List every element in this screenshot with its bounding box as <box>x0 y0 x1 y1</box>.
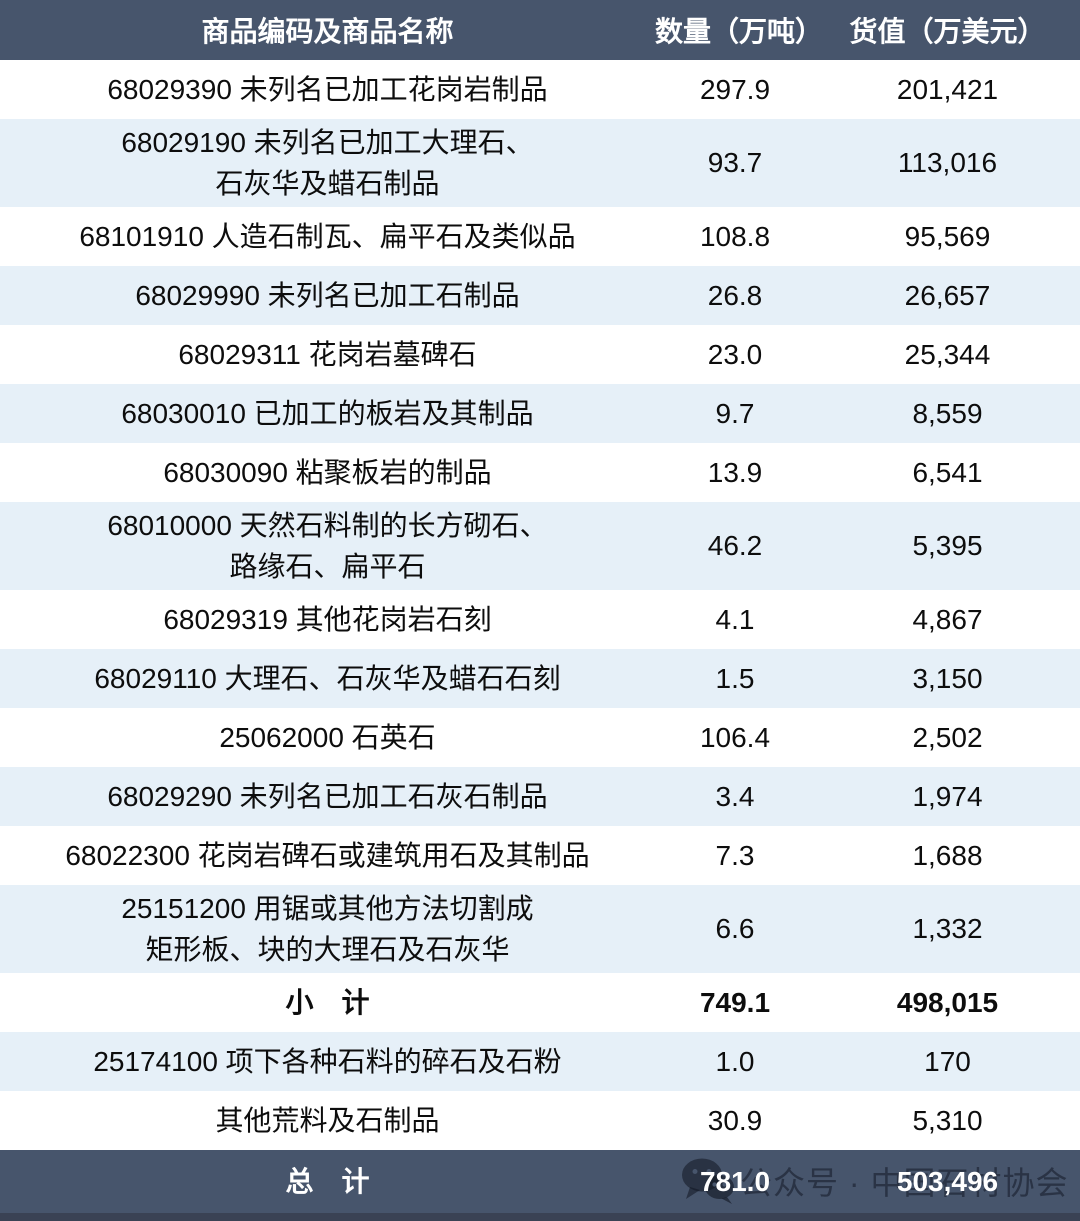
cell-value: 1,688 <box>912 839 983 871</box>
cell-quantity: 106.4 <box>699 721 771 753</box>
cell-quantity: 749.1 <box>699 986 771 1018</box>
table-row: 25062000 石英石 106.4 2,502 <box>0 708 1080 767</box>
cell-product-name: 68029110 大理石、石灰华及蜡石石刻 <box>94 663 561 694</box>
cell-product-name: 68030090 粘聚板岩的制品 <box>163 457 492 488</box>
table-row: 68029290 未列名已加工石灰石制品 3.4 1,974 <box>0 767 1080 826</box>
cell-quantity: 1.5 <box>715 662 755 694</box>
table-bottom-edge <box>0 1213 1080 1221</box>
wechat-icon <box>681 1158 735 1204</box>
cell-value: 8,559 <box>912 397 983 429</box>
cell-product-name: 68029390 未列名已加工花岗岩制品 <box>107 74 548 105</box>
cell-quantity: 781.0 <box>699 1165 771 1197</box>
table-row: 68022300 花岗岩碑石或建筑用石及其制品 7.3 1,688 <box>0 826 1080 885</box>
table-row: 68029990 未列名已加工石制品 26.8 26,657 <box>0 266 1080 325</box>
table-header-row: 商品编码及商品名称 数量（万吨） 货值（万美元） <box>0 0 1080 60</box>
cell-product-name: 68030010 已加工的板岩及其制品 <box>121 398 534 429</box>
table-row: 小 计 749.1 498,015 <box>0 973 1080 1032</box>
col-header-value: 货值（万美元） <box>849 16 1046 47</box>
cell-product-name: 小 计 <box>285 987 370 1018</box>
col-header-quantity: 数量（万吨） <box>655 16 824 47</box>
cell-value: 3,150 <box>912 662 983 694</box>
cell-value: 498,015 <box>896 986 999 1018</box>
cell-value: 5,395 <box>912 530 983 561</box>
cell-value: 25,344 <box>904 338 991 370</box>
cell-value: 26,657 <box>904 279 991 311</box>
cell-value: 170 <box>924 1045 971 1077</box>
table-row: 68029190 未列名已加工大理石、 石灰华及蜡石制品 93.7 113,016 <box>0 119 1080 207</box>
cell-quantity: 30.9 <box>707 1104 763 1136</box>
table-row: 总 计 781.0 503,496 <box>0 1150 1080 1213</box>
cell-quantity: 93.7 <box>707 147 763 178</box>
cell-value: 1,974 <box>912 780 983 812</box>
cell-product-name: 25151200 用锯或其他方法切割成 矩形板、块的大理石及石灰华 <box>121 893 534 965</box>
cell-quantity: 26.8 <box>707 279 763 311</box>
cell-quantity: 46.2 <box>707 530 763 561</box>
cell-product-name: 68029311 花岗岩墓碑石 <box>178 339 477 370</box>
cell-product-name: 68022300 花岗岩碑石或建筑用石及其制品 <box>65 840 590 871</box>
cell-product-name: 68029319 其他花岗岩石刻 <box>163 604 492 635</box>
table-row: 68029311 花岗岩墓碑石 23.0 25,344 <box>0 325 1080 384</box>
cell-value: 113,016 <box>897 147 998 178</box>
table-row: 68101910 人造石制瓦、扁平石及类似品 108.8 95,569 <box>0 207 1080 266</box>
cell-quantity: 23.0 <box>707 338 763 370</box>
table-row: 68029319 其他花岗岩石刻 4.1 4,867 <box>0 590 1080 649</box>
table-row: 其他荒料及石制品 30.9 5,310 <box>0 1091 1080 1150</box>
cell-quantity: 3.4 <box>715 780 755 812</box>
cell-value: 6,541 <box>912 456 983 488</box>
cell-product-name: 68029990 未列名已加工石制品 <box>135 280 520 311</box>
cell-product-name: 25174100 项下各种石料的碎石及石粉 <box>93 1046 562 1077</box>
table-row: 68029110 大理石、石灰华及蜡石石刻 1.5 3,150 <box>0 649 1080 708</box>
cell-quantity: 297.9 <box>699 73 771 105</box>
cell-product-name: 68029290 未列名已加工石灰石制品 <box>107 781 548 812</box>
cell-quantity: 1.0 <box>715 1045 755 1077</box>
cell-quantity: 13.9 <box>707 456 763 488</box>
table-body: 68029390 未列名已加工花岗岩制品 297.9 201,421 68029… <box>0 60 1080 1213</box>
col-header-product: 商品编码及商品名称 <box>201 16 454 47</box>
cell-quantity: 4.1 <box>715 603 755 635</box>
table-row: 25174100 项下各种石料的碎石及石粉 1.0 170 <box>0 1032 1080 1091</box>
watermark: 公众号 · 中国石材协会 <box>681 1158 1068 1204</box>
cell-product-name: 25062000 石英石 <box>219 722 436 753</box>
cell-value: 5,310 <box>912 1104 983 1136</box>
table-row: 68010000 天然石料制的长方砌石、 路缘石、扁平石 46.2 5,395 <box>0 502 1080 590</box>
cell-quantity: 6.6 <box>715 913 755 944</box>
cell-value: 503,496 <box>896 1165 999 1197</box>
cell-value: 2,502 <box>912 721 983 753</box>
watermark-text: 公众号 · 中国石材协会 <box>740 1165 1069 1201</box>
cell-value: 201,421 <box>896 73 999 105</box>
cell-quantity: 9.7 <box>715 397 755 429</box>
cell-quantity: 7.3 <box>715 839 755 871</box>
table-row: 68030090 粘聚板岩的制品 13.9 6,541 <box>0 443 1080 502</box>
cell-product-name: 其他荒料及石制品 <box>215 1105 440 1136</box>
table-row: 25151200 用锯或其他方法切割成 矩形板、块的大理石及石灰华 6.6 1,3… <box>0 885 1080 973</box>
cell-product-name: 68010000 天然石料制的长方砌石、 路缘石、扁平石 <box>107 510 548 582</box>
cell-quantity: 108.8 <box>699 220 771 252</box>
cell-product-name: 68029190 未列名已加工大理石、 石灰华及蜡石制品 <box>121 127 534 199</box>
table-row: 68029390 未列名已加工花岗岩制品 297.9 201,421 <box>0 60 1080 119</box>
table-row: 68030010 已加工的板岩及其制品 9.7 8,559 <box>0 384 1080 443</box>
cell-value: 95,569 <box>904 220 991 252</box>
cell-product-name: 总 计 <box>285 1166 370 1197</box>
cell-value: 4,867 <box>912 603 983 635</box>
cell-product-name: 68101910 人造石制瓦、扁平石及类似品 <box>79 221 576 252</box>
cell-value: 1,332 <box>912 913 983 944</box>
